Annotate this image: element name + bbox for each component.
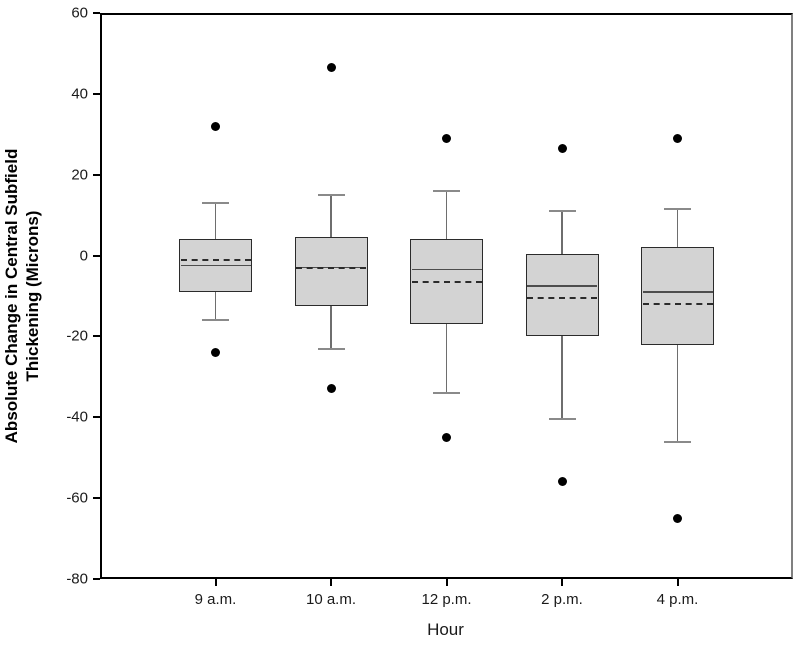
x-tick-label: 9 a.m. [194, 591, 237, 608]
x-tick-label: 10 a.m. [305, 591, 357, 608]
lower-whisker-line [445, 324, 448, 394]
upper-whisker-line [330, 194, 332, 238]
box-rect [294, 237, 368, 307]
x-tick-label: 2 p.m. [541, 591, 583, 608]
upper-whisker-line [445, 190, 448, 240]
lower-whisker-cap [317, 347, 345, 350]
upper-whisker-cap [202, 202, 229, 204]
y-tick [93, 335, 100, 338]
median-line [180, 264, 251, 267]
outlier-dot [442, 133, 451, 143]
x-tick-label: 4 p.m. [656, 591, 699, 608]
upper-whisker-cap [548, 210, 576, 213]
y-tick [93, 497, 100, 500]
lower-whisker-line [676, 344, 679, 442]
mean-line [411, 280, 482, 283]
upper-whisker-cap [317, 193, 345, 196]
y-tick-label: 60 [71, 4, 88, 22]
y-axis-title-line-2: Thickening (Microns) [23, 210, 42, 382]
box-rect [525, 253, 599, 337]
y-axis-title-text: Absolute Change in Central Subfield Thic… [1, 149, 43, 444]
x-tick-label: 12 p.m. [421, 591, 472, 608]
median-line [527, 285, 597, 287]
x-tick [561, 579, 563, 586]
y-tick-label: -20 [66, 327, 88, 345]
y-tick-label: -80 [66, 570, 88, 588]
mean-line [180, 258, 251, 261]
x-axis-title: Hour [427, 620, 464, 639]
y-tick [93, 416, 100, 419]
outlier-dot [557, 143, 567, 153]
y-tick [93, 254, 100, 257]
mean-line [527, 297, 597, 300]
outlier-dot [673, 513, 682, 523]
outlier-dot [442, 433, 451, 442]
median-line [411, 268, 482, 271]
x-tick [445, 579, 448, 586]
outlier-dot [211, 348, 220, 358]
upper-whisker-cap [664, 208, 691, 211]
lower-whisker-cap [548, 418, 576, 421]
lower-whisker-cap [433, 392, 460, 395]
upper-whisker-line [214, 203, 217, 240]
lower-whisker-line [214, 291, 217, 321]
lower-whisker-line [330, 306, 332, 349]
upper-whisker-cap [433, 189, 460, 192]
median-line [642, 291, 713, 293]
y-tick [93, 578, 100, 580]
lower-whisker-cap [202, 319, 229, 322]
mean-line [296, 266, 366, 269]
y-axis-title-line-1: Absolute Change in Central Subfield [2, 148, 21, 444]
lower-whisker-cap [664, 440, 691, 443]
mean-line [642, 303, 713, 306]
x-tick [330, 579, 332, 586]
outlier-dot [673, 133, 682, 143]
x-tick [676, 579, 679, 586]
y-tick [93, 173, 100, 176]
y-tick [93, 92, 100, 95]
y-tick [93, 12, 100, 14]
upper-whisker-line [561, 211, 563, 254]
outlier-dot [326, 63, 336, 73]
y-tick-label: 20 [71, 166, 88, 184]
y-tick-label: 40 [71, 85, 88, 103]
outlier-dot [557, 477, 567, 487]
upper-whisker-line [676, 209, 679, 248]
y-tick-label: -60 [66, 489, 88, 507]
x-tick [214, 579, 217, 586]
y-tick-label: 0 [79, 247, 88, 265]
lower-whisker-line [561, 336, 563, 420]
box-rect [641, 247, 714, 345]
outlier-dot [211, 121, 220, 131]
y-tick-label: -40 [66, 408, 88, 426]
outlier-dot [326, 384, 336, 394]
